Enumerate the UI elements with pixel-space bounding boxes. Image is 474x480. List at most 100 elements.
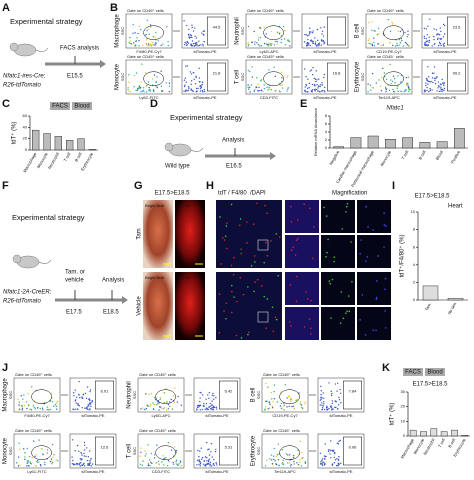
flow-dot <box>88 450 91 452</box>
gate <box>279 389 300 404</box>
flow-dot <box>367 83 369 85</box>
flow-dot <box>376 34 379 36</box>
signal <box>254 261 256 263</box>
flow-dot <box>310 69 313 71</box>
flow-dot <box>150 392 153 395</box>
flow-dot <box>393 78 396 80</box>
flow-dot <box>128 90 130 92</box>
flow-dot <box>203 30 206 32</box>
label: 0 <box>25 147 28 152</box>
flow-dot <box>336 390 338 392</box>
flow-dot <box>17 409 20 411</box>
label: Macrophage <box>399 437 415 459</box>
flow-dot <box>273 447 275 450</box>
signal <box>266 254 269 257</box>
flow-dot <box>79 462 81 464</box>
flow-dot <box>165 456 167 459</box>
flow-dot <box>273 44 276 46</box>
flow-dot <box>266 459 268 462</box>
flow-dot <box>152 402 154 404</box>
flow-dot <box>430 80 432 83</box>
label: tdT⁺ (%) <box>11 122 18 145</box>
signal <box>223 239 226 241</box>
gate <box>447 62 466 92</box>
flow-dot <box>408 86 410 89</box>
flow-dot <box>53 405 55 407</box>
signal <box>296 275 298 278</box>
flow-dot <box>281 462 283 464</box>
flow-dot <box>25 401 28 403</box>
flow-dot <box>268 42 270 44</box>
flow-dot <box>187 42 190 44</box>
signal <box>333 256 336 258</box>
flow-dot <box>283 409 285 411</box>
flow-dot <box>385 78 388 81</box>
flow-dot <box>150 45 152 47</box>
flow-dot <box>323 42 326 44</box>
flow-dot <box>307 38 309 41</box>
flow-dot <box>307 43 310 45</box>
flow-dot <box>283 463 285 466</box>
flow-dot <box>205 441 208 444</box>
flow-plot <box>317 377 365 413</box>
flow-dot <box>433 77 436 79</box>
label: Gate on CD45⁺ cells <box>247 8 284 13</box>
flow-dot <box>369 84 372 86</box>
flow-dot <box>304 86 306 88</box>
flow-dot <box>40 448 43 450</box>
flow-dot <box>275 89 277 92</box>
signal <box>384 288 386 291</box>
panel-label: A <box>2 2 10 14</box>
signal <box>305 291 307 293</box>
flow-dot <box>179 461 182 464</box>
flow-dot <box>371 44 374 47</box>
flow-dot <box>281 84 284 86</box>
flow-dot <box>205 407 208 409</box>
flow-dot <box>317 39 319 42</box>
flow-dot <box>158 406 161 408</box>
label: R26-tdTomato <box>3 299 41 305</box>
flow-dot <box>317 90 319 92</box>
flow-dot <box>132 32 134 34</box>
flow-dot <box>207 459 210 461</box>
flow-dot <box>176 459 178 461</box>
flow-dot <box>311 32 314 34</box>
flow-dot <box>334 383 337 385</box>
flow-dot <box>78 450 80 452</box>
tag-box <box>50 102 70 110</box>
flow-dot <box>79 465 82 467</box>
flow-dot <box>250 84 253 86</box>
flow-dot <box>309 27 311 29</box>
bar <box>402 137 414 149</box>
bar <box>350 137 362 149</box>
flow-dot <box>396 87 398 89</box>
flow-dot <box>163 457 166 460</box>
gate <box>219 380 238 410</box>
flow-dot <box>425 37 428 40</box>
flow-dot <box>307 78 309 80</box>
flow-dot <box>193 78 195 81</box>
flow-dot <box>310 31 312 33</box>
flow-dot <box>272 401 274 403</box>
flow-dot <box>270 89 272 91</box>
brightfield-image <box>143 272 173 340</box>
flow-dot <box>431 89 433 91</box>
bar <box>447 298 464 301</box>
flow-dot <box>152 89 155 91</box>
flow-dot <box>443 42 446 45</box>
flow-dot <box>260 79 263 81</box>
flow-dot <box>427 80 430 82</box>
flow-dot <box>384 86 387 88</box>
flow-dot <box>157 460 160 462</box>
flow-dot <box>319 404 321 406</box>
gate <box>207 16 226 46</box>
flow-dot <box>271 43 273 45</box>
flow-dot <box>326 405 328 407</box>
flow-dot <box>287 39 289 41</box>
magnified-image <box>321 307 355 340</box>
flow-dot <box>247 43 249 45</box>
flow-dot <box>322 35 325 37</box>
flow-dot <box>334 459 337 461</box>
flow-dot <box>429 89 432 92</box>
flow-dot <box>427 83 429 85</box>
